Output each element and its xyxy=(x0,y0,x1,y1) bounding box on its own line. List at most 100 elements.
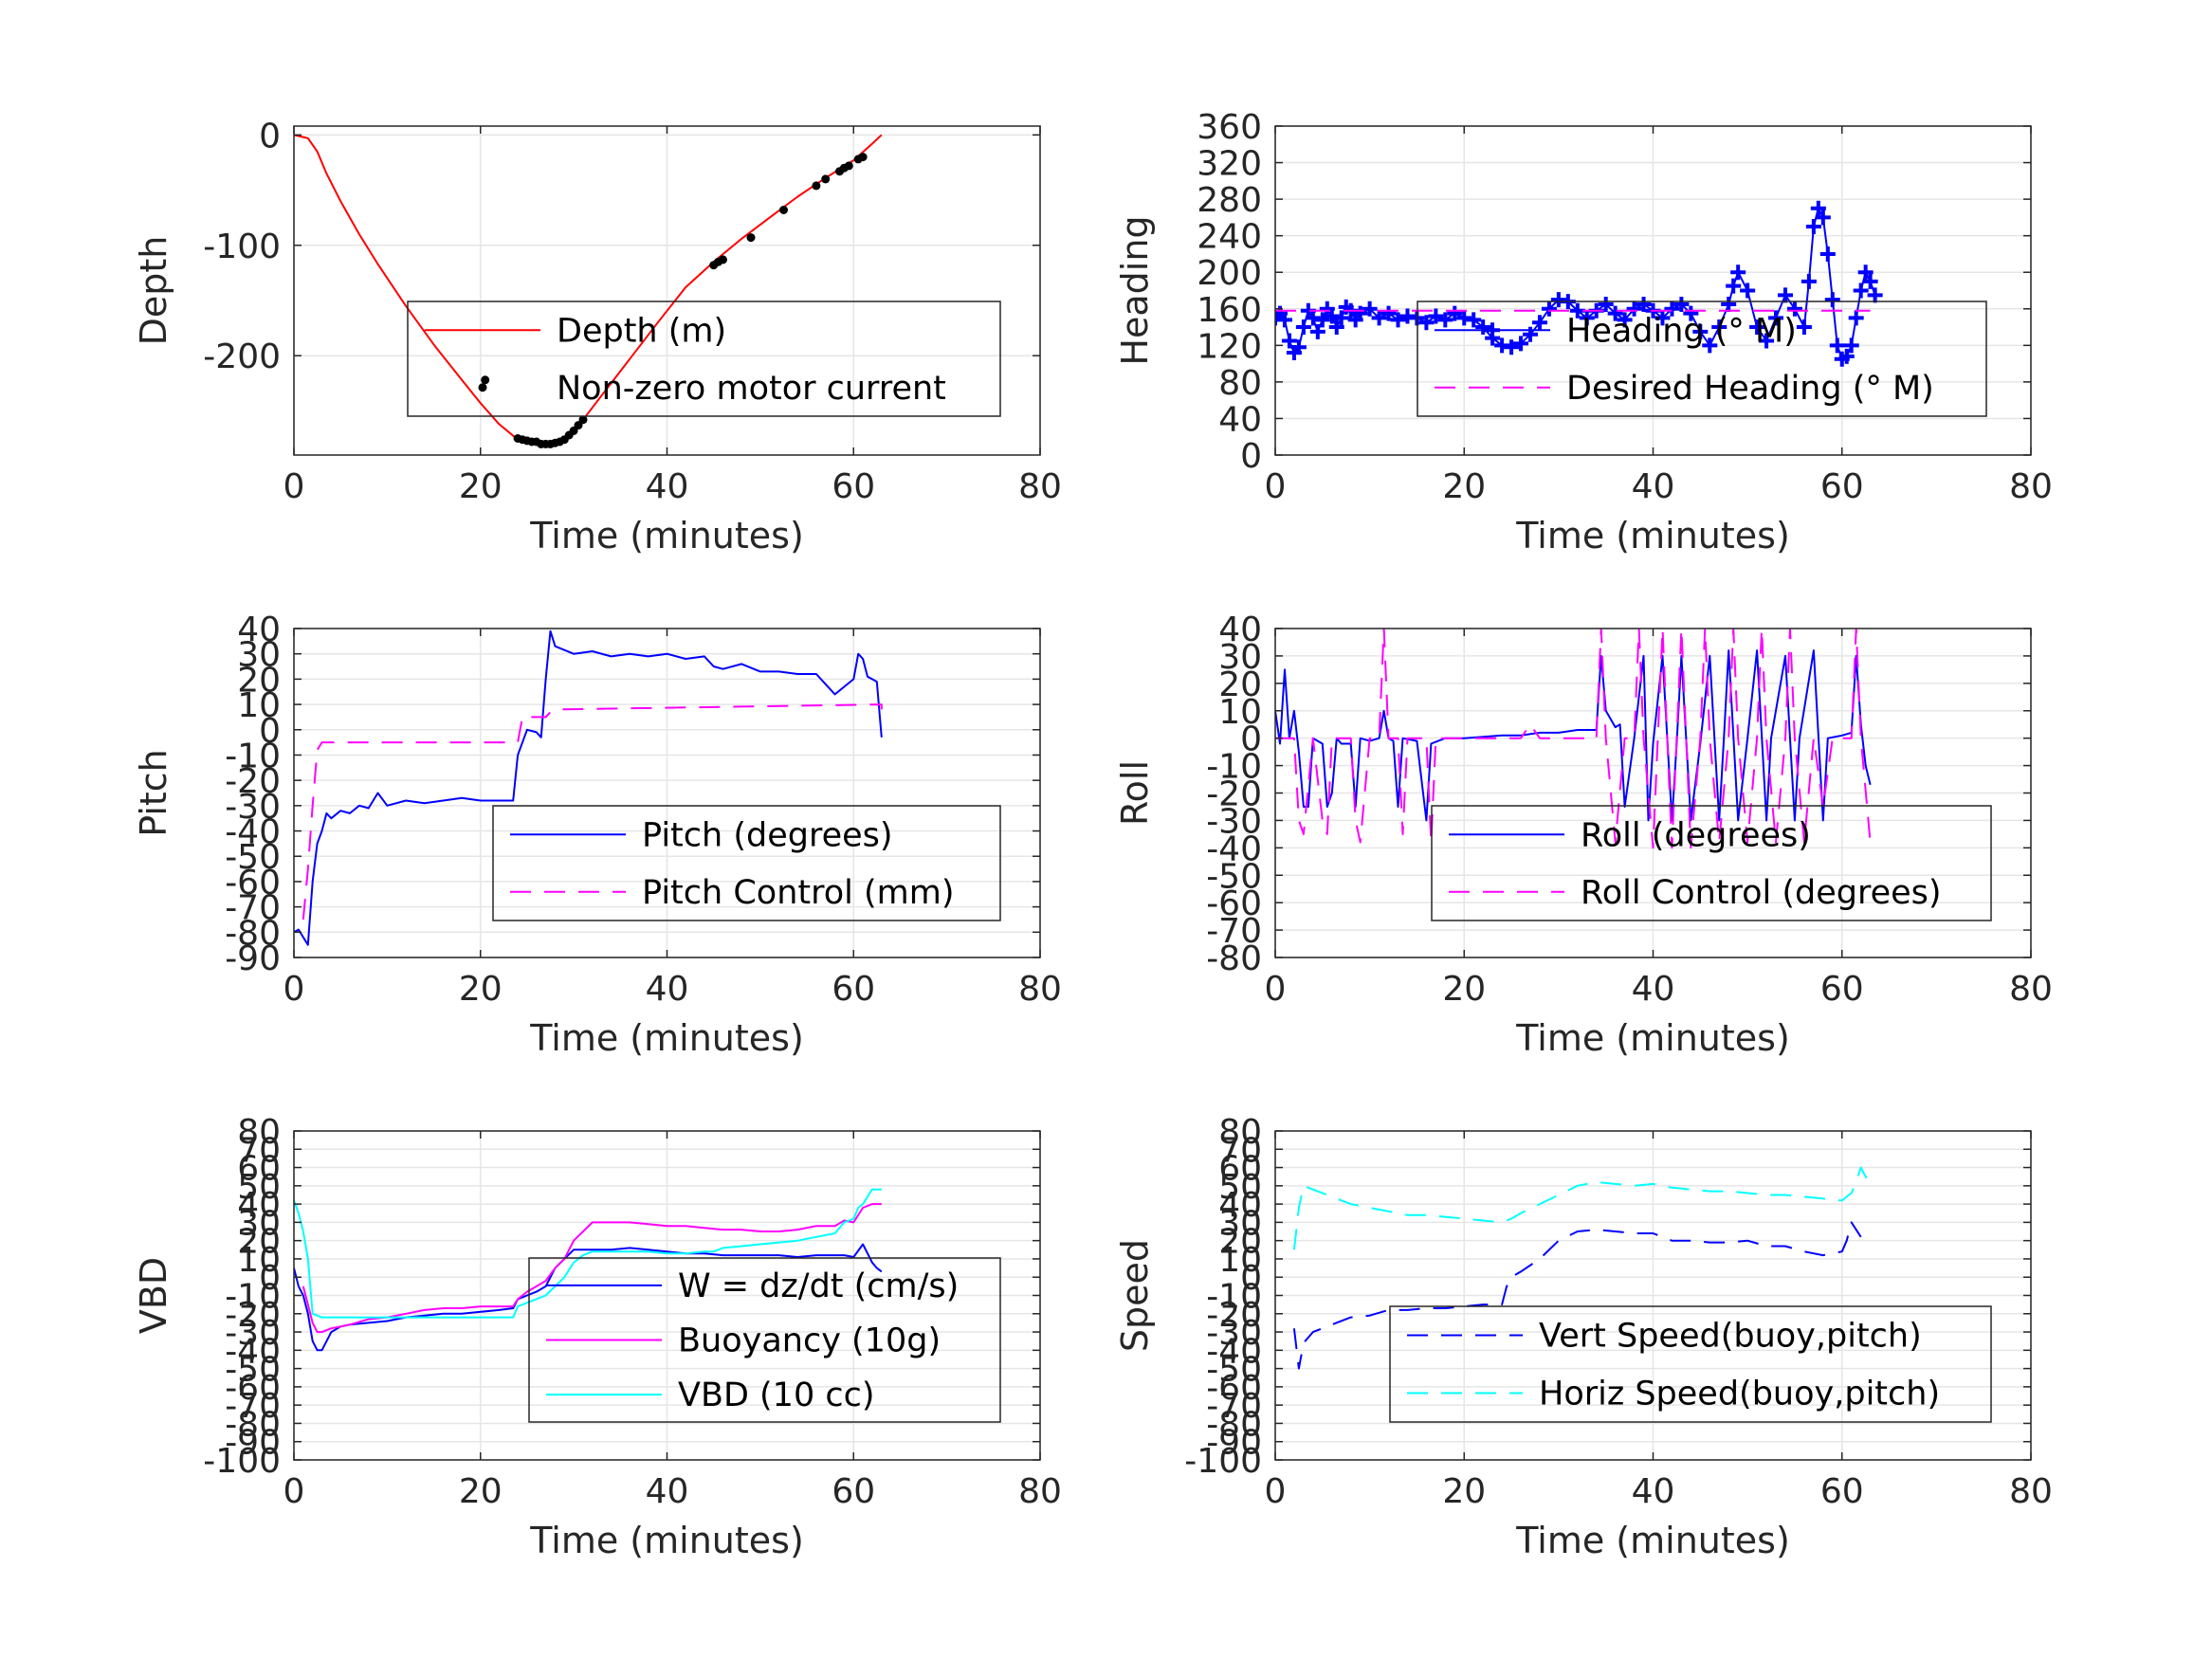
x-tick-label: 20 xyxy=(459,467,503,506)
plus-marker xyxy=(1857,264,1874,281)
x-tick-label: 60 xyxy=(832,467,875,506)
plus-marker xyxy=(1848,310,1864,326)
y-tick-label: -20 xyxy=(225,1296,281,1335)
plus-marker xyxy=(1801,273,1817,289)
x-axis-label: Time (minutes) xyxy=(529,1017,804,1059)
y-tick-label: -50 xyxy=(1206,1351,1262,1390)
series-1 xyxy=(1275,200,1883,367)
plus-marker xyxy=(1626,301,1642,317)
y-tick-label: -40 xyxy=(225,813,281,852)
plus-marker xyxy=(1810,200,1826,216)
plus-marker xyxy=(1281,333,1297,349)
y-tick-label: 20 xyxy=(1218,665,1262,704)
plus-marker xyxy=(1824,292,1840,308)
chart-pitch: 0 20 40 60 80403020100-10-20-30-40-50-60-70-… xyxy=(133,611,1062,1059)
legend-box xyxy=(1417,301,1987,417)
legend-entry-label: Pitch Control (mm) xyxy=(642,874,954,912)
series-line xyxy=(302,703,883,921)
y-tick-label: 10 xyxy=(237,686,281,725)
x-tick-label: 60 xyxy=(1820,970,1864,1009)
y-tick-label: 0 xyxy=(1240,720,1262,759)
y-tick-label: -90 xyxy=(225,939,281,978)
x-axis-label: Time (minutes) xyxy=(529,515,804,556)
plus-marker xyxy=(1815,210,1831,226)
series-line xyxy=(302,1203,882,1334)
x-tick-label: 40 xyxy=(646,970,689,1009)
x-tick-label: 0 xyxy=(283,1472,305,1511)
legend-marker xyxy=(478,383,487,392)
plus-marker xyxy=(1759,333,1775,349)
x-axis-label: Time (minutes) xyxy=(1515,515,1790,556)
y-tick-label: 80 xyxy=(1218,1113,1262,1152)
y-tick-label: 50 xyxy=(237,1168,281,1207)
plus-marker xyxy=(1447,305,1463,321)
legend: Pitch (degrees) Pitch Control (mm) xyxy=(492,805,1001,921)
y-tick-label: -90 xyxy=(225,1424,281,1463)
legend-entry-label: Desired Heading (° M) xyxy=(1566,370,1934,408)
chart-speed: 0 20 40 60 8080706050403020100-10-20-30-40-5… xyxy=(1114,1113,2053,1561)
y-tick-label: -20 xyxy=(1206,1296,1262,1335)
y-tick-label: 30 xyxy=(237,636,281,675)
chart-heading: 0 20 40 60 8004080120160200240280320360Time … xyxy=(1114,108,2053,556)
series-2 xyxy=(302,703,883,921)
series-2 xyxy=(481,153,868,448)
legend-entry-label: Buoyancy (10g) xyxy=(678,1322,941,1360)
y-tick-label: -30 xyxy=(1206,1314,1262,1353)
y-tick-label: -70 xyxy=(1206,1387,1262,1426)
y-tick-label: 0 xyxy=(1240,437,1262,476)
y-tick-label: -50 xyxy=(225,1351,281,1390)
legend-entry-label: Non-zero motor current xyxy=(557,370,946,408)
plus-marker xyxy=(1333,310,1349,326)
plus-marker xyxy=(1607,305,1623,321)
x-tick-label: 60 xyxy=(1820,467,1864,506)
series-1 xyxy=(294,629,883,946)
y-tick-label: -100 xyxy=(203,228,281,266)
x-tick-label: 80 xyxy=(2009,970,2053,1009)
y-tick-label: -30 xyxy=(225,788,281,827)
y-axis-label: VBD xyxy=(133,1257,174,1334)
y-tick-label: 30 xyxy=(237,1204,281,1243)
y-tick-label: -200 xyxy=(203,337,281,376)
y-tick-label: 20 xyxy=(1218,1223,1262,1262)
plus-marker xyxy=(1290,339,1307,356)
y-tick-label: 70 xyxy=(1218,1131,1262,1170)
plus-marker xyxy=(1504,339,1520,356)
plus-marker xyxy=(1380,305,1397,321)
series-line xyxy=(1292,1221,1862,1370)
legend-entry-label: Depth (m) xyxy=(557,312,726,350)
y-tick-label: 320 xyxy=(1197,145,1262,184)
plus-marker xyxy=(1702,337,1718,354)
y-tick-label: 200 xyxy=(1197,254,1262,293)
x-tick-label: 80 xyxy=(2009,1472,2053,1511)
y-tick-label: 280 xyxy=(1197,181,1262,220)
y-tick-label: 120 xyxy=(1197,327,1262,366)
marker-point xyxy=(779,206,788,214)
plus-marker xyxy=(1843,337,1859,354)
plus-marker xyxy=(1853,283,1869,299)
marker-point xyxy=(578,415,588,425)
plus-marker xyxy=(1692,323,1709,339)
series-line xyxy=(1275,629,1872,849)
y-tick-label: -20 xyxy=(225,762,281,801)
marker-point xyxy=(821,174,831,184)
x-tick-label: 0 xyxy=(283,467,305,506)
plus-marker xyxy=(1541,301,1557,317)
plus-marker xyxy=(1740,283,1756,299)
plus-marker xyxy=(1428,308,1444,324)
plus-marker xyxy=(1579,310,1595,326)
plus-marker xyxy=(1314,312,1330,328)
series-2 xyxy=(1292,1166,1872,1250)
y-axis-label: Heading xyxy=(1114,215,1156,365)
plus-marker xyxy=(1437,312,1453,328)
x-tick-label: 40 xyxy=(1632,467,1675,506)
x-tick-label: 80 xyxy=(2009,467,2053,506)
x-tick-label: 40 xyxy=(646,1472,689,1511)
x-tick-label: 80 xyxy=(1018,1472,1062,1511)
y-tick-label: -50 xyxy=(225,838,281,877)
y-tick-label: 70 xyxy=(237,1131,281,1170)
marker-point xyxy=(719,255,727,264)
marker-point xyxy=(812,181,821,191)
plus-marker xyxy=(1768,310,1784,326)
marker-point xyxy=(481,375,490,385)
legend: Depth (m) Non-zero motor current xyxy=(407,301,1001,417)
